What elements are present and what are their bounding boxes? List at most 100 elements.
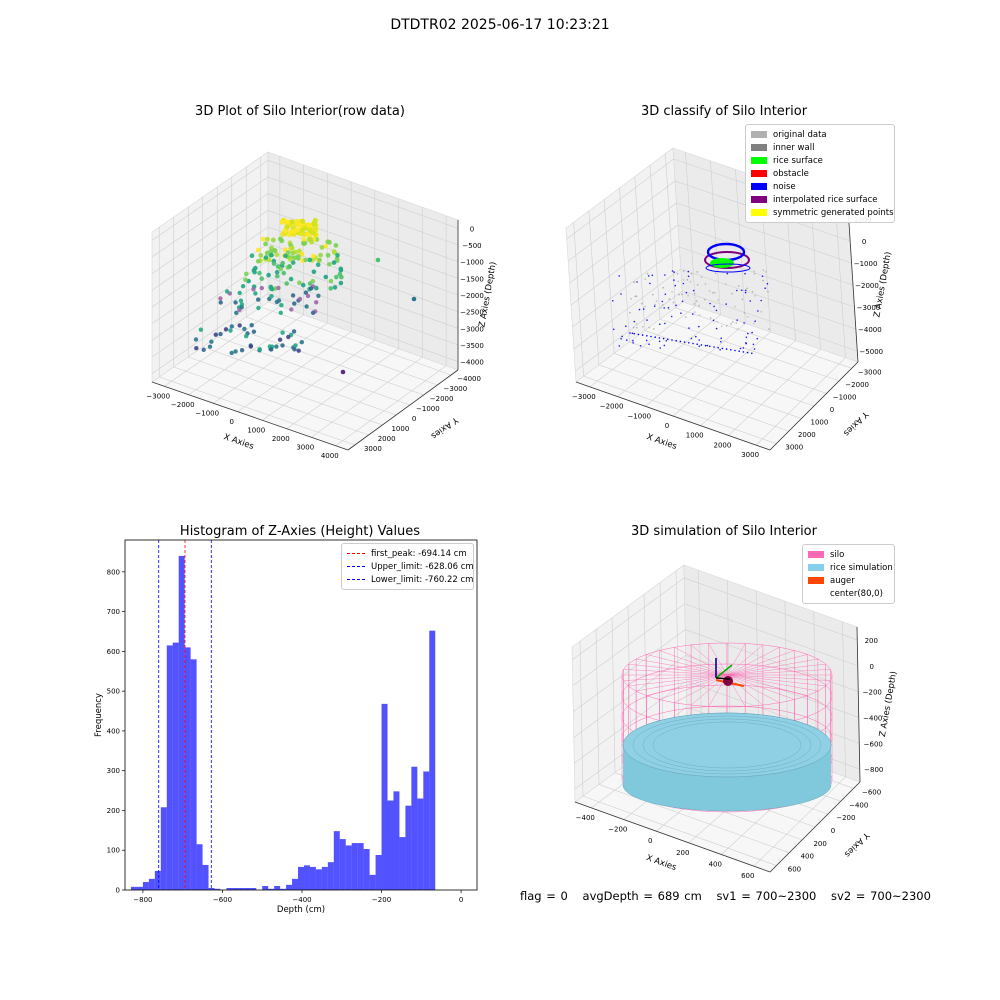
class-point-noise xyxy=(751,352,753,355)
raw-point-mid xyxy=(283,253,288,259)
histogram-bar xyxy=(399,837,406,890)
class-rice-surface xyxy=(710,258,734,268)
histogram-bar xyxy=(268,888,275,890)
x-tick-label: −800 xyxy=(133,896,152,904)
figure-suptitle: DTDTR02 2025-06-17 10:23:21 xyxy=(390,17,610,33)
raw-point-bottom xyxy=(249,323,254,328)
class-point-original xyxy=(709,317,712,319)
raw-point-lower xyxy=(290,293,296,298)
raw-point-bottom xyxy=(280,330,285,335)
histogram-bar xyxy=(166,645,173,890)
class-point-noise xyxy=(709,302,711,305)
histogram-bar xyxy=(327,862,334,890)
grid-z xyxy=(573,268,682,350)
grid-y xyxy=(598,364,789,432)
class-point-noise xyxy=(754,320,756,323)
raw-point-mid xyxy=(337,271,343,277)
class-point-noise xyxy=(725,348,728,350)
simulation-plot-title: 3D simulation of Silo Interior xyxy=(631,524,817,539)
grid-z xyxy=(676,202,852,264)
histogram-bar xyxy=(238,888,245,890)
rice-mesh xyxy=(622,712,832,778)
raw-point-bottom xyxy=(233,349,238,354)
class-point-original xyxy=(693,311,696,313)
class-point-noise xyxy=(688,327,690,329)
class-point-noise xyxy=(665,340,668,342)
sv2-value: sv2 = 700~2300 xyxy=(831,889,931,903)
raw-point-lower xyxy=(297,296,303,302)
class-point-noise xyxy=(681,300,684,303)
histogram-reference-lines xyxy=(158,540,212,890)
class-point-noise xyxy=(667,338,669,341)
grid-y xyxy=(644,330,827,394)
raw-point-bottom xyxy=(257,347,262,352)
histogram-bar xyxy=(381,703,388,890)
raw-point-top xyxy=(300,218,306,224)
histogram-bar xyxy=(130,886,137,890)
raw-point-mid xyxy=(297,280,302,286)
class-point-original xyxy=(698,304,700,307)
x-tick-label: 0 xyxy=(648,837,652,845)
raw-point-top xyxy=(284,224,290,230)
class-point-noise xyxy=(646,335,648,337)
grid-y xyxy=(202,346,397,416)
y-tick-label: −3000 xyxy=(858,368,882,376)
raw-point-upper xyxy=(323,243,328,249)
raw-point-lower xyxy=(310,310,316,315)
class-point-noise xyxy=(670,315,673,318)
z-tick-label: −2000 xyxy=(855,282,879,290)
class-point-original xyxy=(724,283,727,286)
grid-x xyxy=(188,314,304,395)
class-point-noise xyxy=(742,351,745,353)
x-tick-label: 200 xyxy=(676,849,689,857)
raw-point-bottom xyxy=(207,344,213,349)
y-tick-label: 1000 xyxy=(811,419,829,427)
class-point-original xyxy=(682,270,685,272)
grid-z xyxy=(573,629,686,712)
y-tick-label: 3000 xyxy=(785,444,803,452)
class-point-noise xyxy=(764,287,766,290)
histogram-bar xyxy=(142,882,149,890)
class-point-original xyxy=(648,326,651,329)
grid-y xyxy=(217,336,410,406)
z-tick-label: −5000 xyxy=(859,348,883,356)
class-point-noise xyxy=(698,345,701,348)
raw-point-mid xyxy=(243,277,248,283)
legend-item: obstacle xyxy=(751,167,889,180)
class-point-noise xyxy=(706,344,709,347)
raw-point-lower xyxy=(308,286,314,291)
class-point-original xyxy=(751,291,754,293)
class-point-noise xyxy=(632,342,634,344)
legend-item: Upper_limit: -628.06 cm xyxy=(347,560,474,573)
x-tick-label: 400 xyxy=(709,861,722,869)
class-point-noise xyxy=(690,337,693,340)
x-tick-label: −400 xyxy=(292,896,311,904)
raw-point-mid xyxy=(269,252,274,258)
raw-point-mid xyxy=(311,269,317,275)
z-tick-label: −3000 xyxy=(460,325,484,333)
grid-z xyxy=(267,176,459,246)
class-point-noise xyxy=(760,299,762,302)
histogram-legend: first_peak: -694.14 cm Upper_limit: -628.… xyxy=(341,543,474,590)
classify-plot-title: 3D classify of Silo Interior xyxy=(640,104,808,119)
raw-point-upper xyxy=(270,237,276,243)
y-tick-label: 2000 xyxy=(798,431,816,439)
class-point-noise xyxy=(648,343,650,346)
raw-point-upper xyxy=(311,253,316,259)
x-tick-label: −200 xyxy=(608,826,627,834)
class-point-noise xyxy=(674,284,677,287)
legend-label: obstacle xyxy=(773,168,809,179)
x-tick-label: −1000 xyxy=(195,409,219,417)
y-tick-label: −2000 xyxy=(845,381,869,389)
class-point-original xyxy=(760,310,763,313)
grid-x xyxy=(286,348,399,429)
status-line: flag = 0 avgDepth = 689 cm sv1 = 700~230… xyxy=(520,889,941,903)
x-tick-label: −3000 xyxy=(146,392,170,400)
histogram-bar xyxy=(136,886,143,890)
raw-point-mid xyxy=(290,260,296,265)
class-point-noise xyxy=(720,341,722,343)
